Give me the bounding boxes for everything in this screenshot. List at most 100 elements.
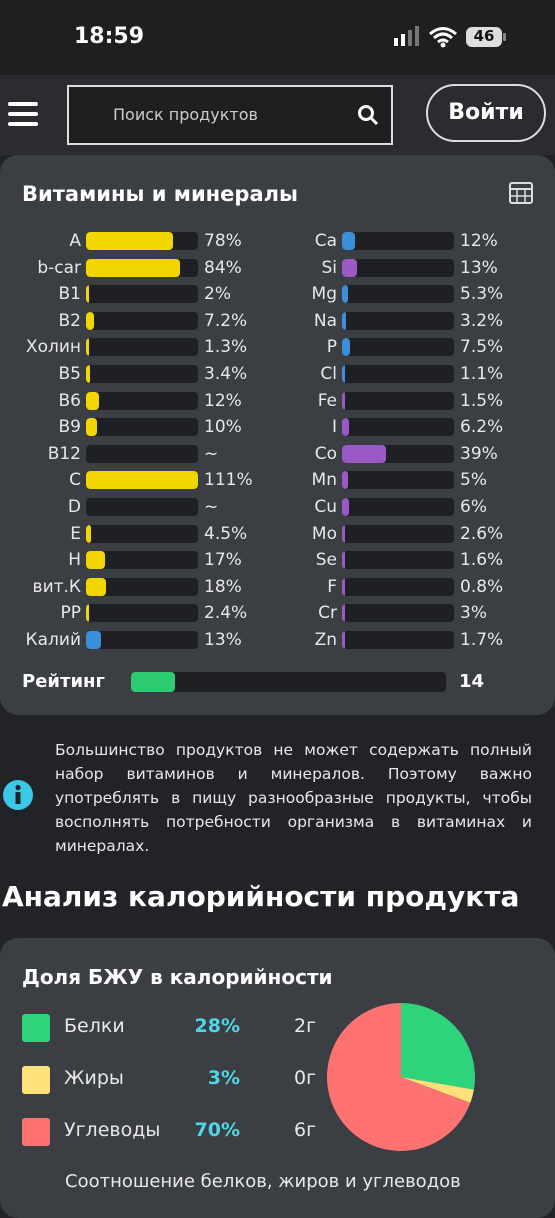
- bar-track: [342, 498, 454, 516]
- nutrient-value: 12%: [460, 231, 498, 251]
- nutrient-value: 13%: [460, 257, 498, 278]
- nutrient-bar: [342, 391, 345, 410]
- nutrient-name: Zn: [314, 630, 337, 650]
- search-icon[interactable]: [357, 104, 379, 126]
- macro-grams: 0г: [294, 1067, 317, 1089]
- battery: 46: [473, 27, 495, 45]
- nutrient-value: ~: [204, 497, 219, 517]
- nutrient-value: 111%: [204, 470, 253, 491]
- menu-button[interactable]: [8, 102, 38, 126]
- bar-track: [342, 604, 454, 623]
- rating-value: 14: [459, 671, 485, 692]
- color-swatch: [22, 1066, 50, 1094]
- macro-name: Углеводы: [64, 1119, 161, 1141]
- nutrient-name: B1: [58, 284, 81, 305]
- nutrient-bar: [342, 258, 357, 277]
- bar-track: [86, 311, 198, 330]
- nutrient-value: 1.5%: [460, 390, 504, 411]
- nutrient-bar: [86, 418, 98, 437]
- nutrient-value: 12%: [204, 390, 242, 411]
- nutrient-name: Калий: [25, 630, 81, 650]
- nutrient-value: 1.1%: [460, 364, 504, 384]
- macro-percent: 28%: [194, 1015, 240, 1037]
- login-button[interactable]: Войти: [426, 84, 546, 142]
- nutrient-name: D: [67, 497, 81, 517]
- calorie-card: Доля БЖУ в калорийности Соотношение белк…: [0, 938, 555, 1218]
- nutrient-bar: [342, 498, 349, 516]
- nutrient-bar: [342, 471, 348, 490]
- status-icons: [394, 26, 506, 48]
- nutrient-value: 78%: [204, 231, 242, 251]
- bar-track: [342, 471, 454, 490]
- nutrient-name: B9: [58, 417, 81, 438]
- nutrient-bar: [86, 232, 174, 250]
- nutrient-bar: [342, 551, 345, 570]
- table-icon[interactable]: [509, 182, 533, 204]
- bar-track: [86, 577, 198, 596]
- search-box[interactable]: Поиск продуктов: [67, 85, 393, 145]
- info-text: Большинство продуктов не может содержать…: [55, 741, 532, 855]
- nutrient-name: b-car: [37, 257, 81, 278]
- pie-chart: [327, 1003, 475, 1151]
- nutrient-bar: [86, 338, 89, 357]
- bar-track: [342, 577, 454, 596]
- nutrient-name: вит.К: [32, 576, 81, 597]
- macro-name: Жиры: [64, 1067, 124, 1089]
- nutrient-bar: [342, 285, 348, 304]
- bar-track: [86, 551, 198, 570]
- nutrient-value: 17%: [204, 550, 242, 571]
- bar-track: [86, 631, 198, 649]
- color-swatch: [22, 1118, 50, 1146]
- nutrient-name: E: [70, 523, 81, 544]
- nutrient-bar: [86, 311, 95, 330]
- nutrient-name: Fe: [317, 390, 337, 411]
- nutrient-bar: [86, 524, 92, 543]
- section-heading: Анализ калорийности продукта: [2, 880, 520, 913]
- bar-track: [342, 311, 454, 330]
- nutrient-name: B2: [58, 310, 81, 331]
- bar-track: [86, 498, 198, 516]
- nutrient-name: Mo: [311, 523, 337, 544]
- bar-track: [342, 551, 454, 570]
- nutrient-value: 39%: [460, 443, 498, 464]
- nutrient-name: Cl: [320, 364, 337, 384]
- nutrient-bar: [342, 444, 386, 463]
- bar-track: [342, 631, 454, 649]
- footer-text: Соотношение белков, жиров и углеводов: [65, 1171, 461, 1192]
- bar-track: [342, 338, 454, 357]
- nutrient-value: ~: [204, 443, 219, 464]
- bar-track: [86, 524, 198, 543]
- nutrient-value: 5%: [460, 470, 487, 491]
- bar-track: [342, 285, 454, 304]
- bar-track: [342, 524, 454, 543]
- macro-percent: 70%: [194, 1119, 240, 1141]
- header: Поиск продуктов Войти: [0, 75, 555, 155]
- card-title: Витамины и минералы: [22, 182, 298, 206]
- nutrient-name: Cu: [314, 497, 337, 517]
- nutrient-name: Si: [321, 257, 337, 278]
- nutrient-value: 13%: [204, 630, 242, 650]
- nutrient-value: 84%: [204, 257, 242, 278]
- bar-track: [342, 444, 454, 463]
- bar-track: [86, 365, 198, 383]
- nutrient-name: Mn: [311, 470, 337, 491]
- nutrient-value: 6%: [460, 497, 487, 517]
- bar-track: [342, 391, 454, 410]
- nutrient-name: Co: [314, 443, 337, 464]
- nutrient-bar: [342, 365, 345, 383]
- nutrient-bar: [86, 604, 89, 623]
- nutrient-name: PP: [60, 603, 81, 624]
- nutrient-value: 2.4%: [204, 603, 248, 624]
- nutrient-bar: [86, 285, 89, 304]
- nutrient-bar: [86, 471, 198, 490]
- bar-track: [86, 444, 198, 463]
- pie-slice: [401, 1077, 474, 1103]
- nutrient-value: 1.3%: [204, 337, 248, 358]
- nutrient-bar: [342, 604, 346, 623]
- nutrient-bar: [342, 631, 345, 649]
- nutrient-bar: [342, 524, 345, 543]
- nutrient-value: 18%: [204, 576, 242, 597]
- nutrient-name: Ca: [314, 231, 337, 251]
- nutrient-value: 5.3%: [460, 284, 504, 305]
